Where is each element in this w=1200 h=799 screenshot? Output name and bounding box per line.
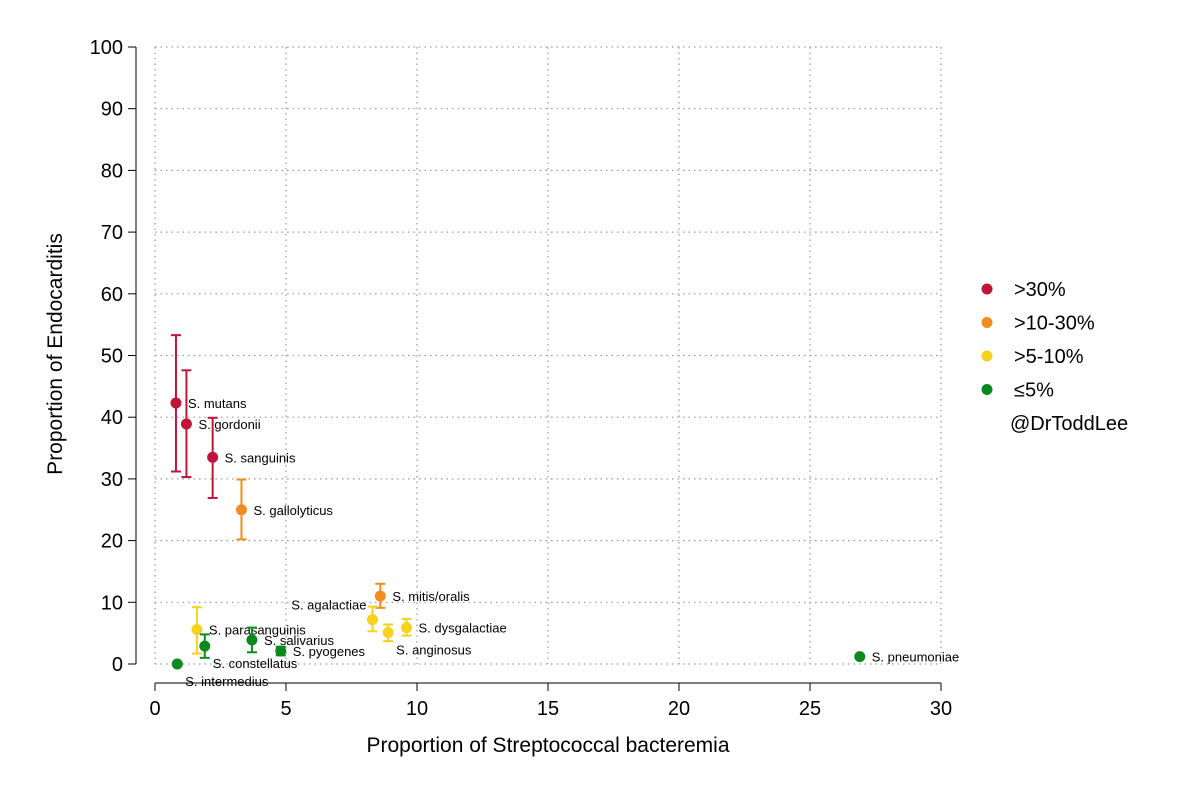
point-marker <box>382 627 394 639</box>
point-s-salivarius: S. salivarius <box>246 626 335 654</box>
point-marker <box>207 451 219 463</box>
point-marker <box>170 397 182 409</box>
legend-entry-le5: ≤5% <box>981 380 1054 402</box>
point-marker <box>246 634 258 646</box>
point-s-parasanguinis: S. parasanguinis <box>191 606 306 655</box>
y-tick-label: 70 <box>101 222 123 244</box>
x-tick-label: 15 <box>537 698 559 720</box>
point-label: S. sanguinis <box>225 450 296 465</box>
point-label: S. anginosus <box>396 643 472 658</box>
point-marker <box>374 590 386 602</box>
point-label: S. mutans <box>188 396 247 411</box>
point-marker <box>275 645 287 657</box>
point-marker <box>180 418 192 430</box>
legend-marker <box>981 384 993 395</box>
point-marker <box>191 623 203 635</box>
x-tick-label: 25 <box>799 698 821 720</box>
point-label: S. pneumoniae <box>872 650 959 665</box>
y-tick-label: 60 <box>101 284 123 306</box>
grid-lines <box>154 46 942 665</box>
legend-entry-10to30: >10-30% <box>981 313 1095 335</box>
point-label: S. constellatus <box>213 656 298 671</box>
point-marker <box>171 658 183 670</box>
point-label: S. intermedius <box>185 674 269 689</box>
point-label: S. dysgalactiae <box>419 621 507 636</box>
y-tick-label: 90 <box>101 99 123 121</box>
point-label: S. pyogenes <box>293 644 366 659</box>
point-s-agalactiae: S. agalactiae <box>291 598 378 633</box>
y-tick-label: 10 <box>101 592 123 614</box>
point-label: S. agalactiae <box>291 598 366 613</box>
point-label: S. parasanguinis <box>209 622 306 637</box>
legend-entry-5to10: >5-10% <box>981 346 1084 368</box>
point-s-mutans: S. mutans <box>170 334 247 473</box>
legend-note: @DrToddLee <box>1010 413 1128 435</box>
y-tick-label: 20 <box>101 531 123 553</box>
data-points: S. mutans S. gordonii S. sanguinis S. gallo… <box>170 334 959 689</box>
legend-entry-gt30: >30% <box>981 279 1066 301</box>
point-s-pneumoniae: S. pneumoniae <box>854 650 959 665</box>
legend: >30% >10-30% >5-10% ≤5% @DrToddLee <box>981 279 1128 435</box>
point-s-intermedius: S. intermedius <box>171 658 269 689</box>
legend-marker <box>981 350 993 362</box>
x-tick-label: 5 <box>280 698 291 720</box>
point-s-dysgalactiae: S. dysgalactiae <box>401 617 507 637</box>
point-label: S. gallolyticus <box>253 503 333 518</box>
y-tick-label: 30 <box>101 469 123 491</box>
point-s-anginosus: S. anginosus <box>382 623 472 658</box>
axes: 0 10 20 30 40 50 60 70 80 90 100 0 5 10 15 20 25 30 <box>90 37 953 720</box>
x-tick-label: 0 <box>149 698 160 720</box>
point-s-mitis-oralis: S. mitis/oralis <box>374 582 470 609</box>
y-tick-label: 40 <box>101 407 123 429</box>
point-s-pyogenes: S. pyogenes <box>275 644 366 659</box>
point-label: S. mitis/oralis <box>392 589 470 604</box>
y-tick-label: 50 <box>101 346 123 368</box>
legend-label: >5-10% <box>1014 346 1084 368</box>
y-axis-title: Proportion of Endocarditis <box>44 233 67 475</box>
point-s-sanguinis: S. sanguinis <box>207 416 296 500</box>
point-marker <box>401 622 413 634</box>
point-s-gordonii: S. gordonii <box>180 369 261 479</box>
point-marker <box>199 640 211 652</box>
point-s-gallolyticus: S. gallolyticus <box>235 478 333 541</box>
point-marker <box>235 504 247 516</box>
legend-label: >10-30% <box>1014 313 1095 335</box>
point-s-constellatus: S. constellatus <box>199 633 298 671</box>
legend-marker <box>981 317 993 328</box>
legend-label: ≤5% <box>1014 380 1054 402</box>
point-marker <box>854 651 866 663</box>
x-tick-label: 10 <box>406 698 428 720</box>
point-marker <box>366 614 378 626</box>
y-tick-label: 80 <box>101 160 123 182</box>
x-tick-label: 20 <box>668 698 690 720</box>
y-tick-label: 0 <box>112 654 123 676</box>
x-tick-label: 30 <box>930 698 952 720</box>
point-label: S. gordonii <box>198 417 260 432</box>
x-axis-title: Proportion of Streptococcal bacteremia <box>366 734 729 757</box>
point-label: S. salivarius <box>264 633 335 648</box>
legend-label: >30% <box>1014 279 1066 301</box>
legend-marker <box>981 283 993 295</box>
y-tick-label: 100 <box>90 37 123 59</box>
